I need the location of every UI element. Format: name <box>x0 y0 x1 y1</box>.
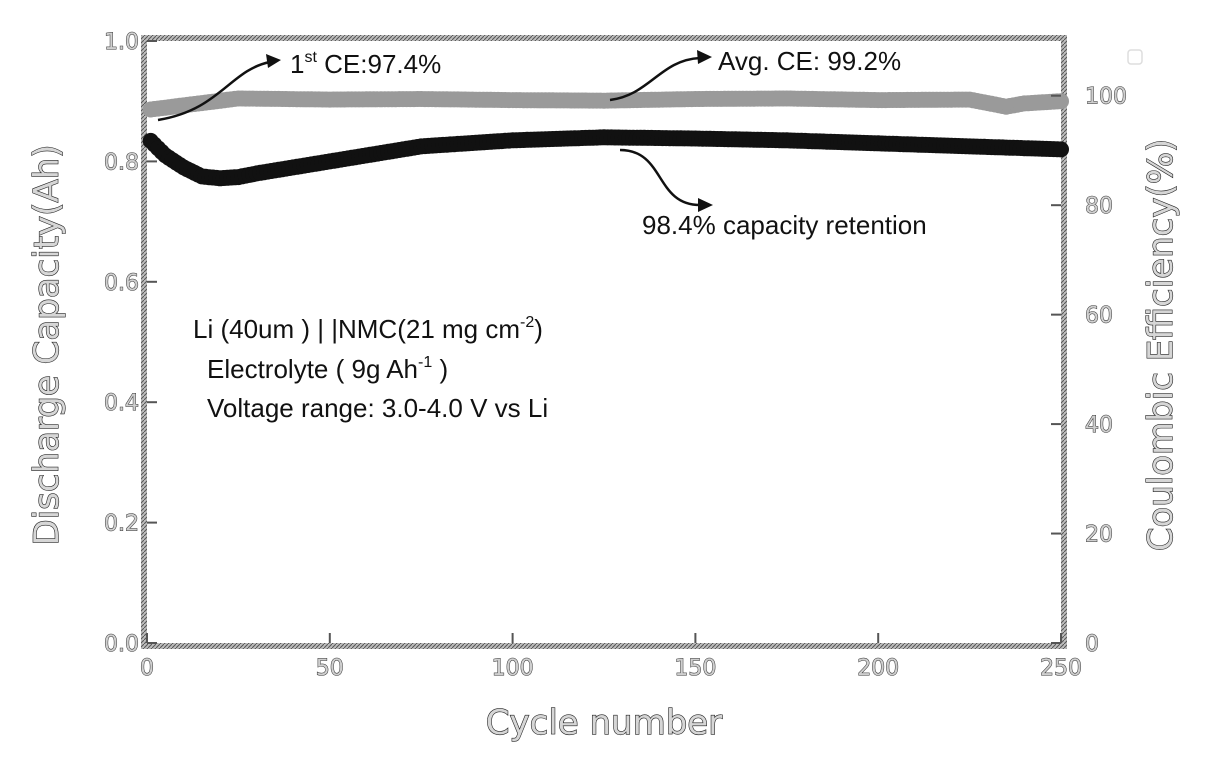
y2-tick-label: 80 <box>1085 194 1113 219</box>
y-tick-label: 0.4 <box>104 391 139 416</box>
x-tick-label: 50 <box>316 656 344 681</box>
series-2-point <box>1053 93 1069 110</box>
avg-ce-arrowhead <box>697 50 712 64</box>
y-tick-label: 0.6 <box>104 271 139 296</box>
first-ce-annotation: 1st CE:97.4% <box>290 49 441 79</box>
avg-ce-annotation: Avg. CE: 99.2% <box>718 46 901 76</box>
retention-arrowhead <box>698 198 713 212</box>
y2-axis-title: Coulombic Efficiency(%) <box>1141 139 1181 552</box>
y-tick-label: 0.8 <box>104 150 139 175</box>
y2-tick-label: 60 <box>1085 304 1113 329</box>
y2-tick-label: 100 <box>1085 85 1127 110</box>
y2-tick-label: 20 <box>1085 523 1113 548</box>
retention-arrow <box>619 148 701 207</box>
series-1 <box>142 129 1069 187</box>
avg-ce-arrow <box>609 56 701 102</box>
series-2 <box>142 90 1069 118</box>
first-ce-arrow <box>157 60 271 122</box>
legend-marker <box>1127 49 1143 65</box>
cell-info-line-2: Electrolyte ( 9g Ah-1 ) <box>207 354 448 384</box>
first-ce-arrowhead <box>266 54 281 68</box>
x-tick-label: 200 <box>857 656 899 681</box>
retention-annotation: 98.4% capacity retention <box>642 210 927 240</box>
x-axis-title: Cycle number <box>486 703 722 743</box>
x-tick-label: 150 <box>674 656 716 681</box>
y-tick-label: 0.0 <box>104 632 139 657</box>
cell-info-line-3: Voltage range: 3.0-4.0 V vs Li <box>207 393 548 423</box>
series-1-point <box>1053 141 1069 158</box>
x-tick-label: 0 <box>140 656 154 681</box>
x-tick-label: 250 <box>1040 656 1082 681</box>
plot-frame <box>141 35 1067 649</box>
y-tick-label: 0.2 <box>104 512 139 537</box>
y2-tick-label: 0 <box>1085 632 1099 657</box>
y-axis-title: Discharge Capacity(Ah) <box>27 144 67 545</box>
y2-tick-label: 40 <box>1085 413 1113 438</box>
y-tick-label: 1.0 <box>104 30 139 55</box>
cell-info-line-1: Li (40um ) | |NMC(21 mg cm-2) <box>193 314 543 344</box>
x-tick-label: 100 <box>492 656 534 681</box>
